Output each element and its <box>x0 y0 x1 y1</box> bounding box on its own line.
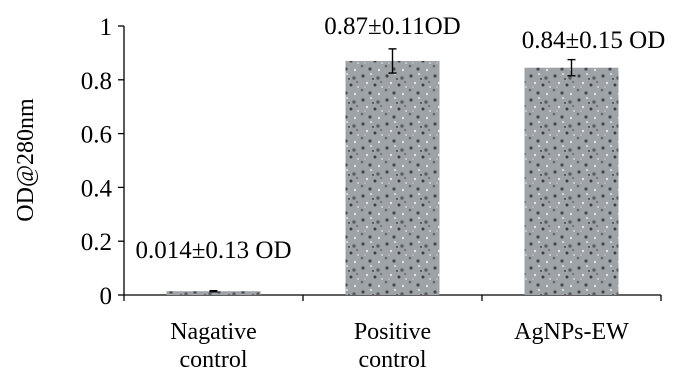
y-tick-label: 0 <box>100 283 113 310</box>
x-category-label: Nagative <box>170 319 257 345</box>
bar <box>345 60 440 295</box>
bars-layer <box>166 48 619 295</box>
y-tick-label: 0.2 <box>81 229 112 256</box>
y-tick-label: 0.8 <box>81 68 112 95</box>
x-category-label: Positive <box>354 319 431 345</box>
x-category-label: AgNPs-EW <box>514 319 629 345</box>
y-tick-label: 0.4 <box>81 175 113 202</box>
x-category-label: control <box>180 347 248 373</box>
data-label: 0.014±0.13 OD <box>135 237 291 264</box>
x-category-label: control <box>359 347 427 373</box>
y-axis-title: OD@280nm <box>13 98 39 222</box>
bar <box>524 67 619 295</box>
y-tick-label: 1 <box>100 14 113 41</box>
y-tick-label: 0.6 <box>81 122 112 149</box>
data-label: 0.87±0.11OD <box>324 13 460 40</box>
bar <box>166 291 261 295</box>
data-label: 0.84±0.15 OD <box>522 27 666 54</box>
